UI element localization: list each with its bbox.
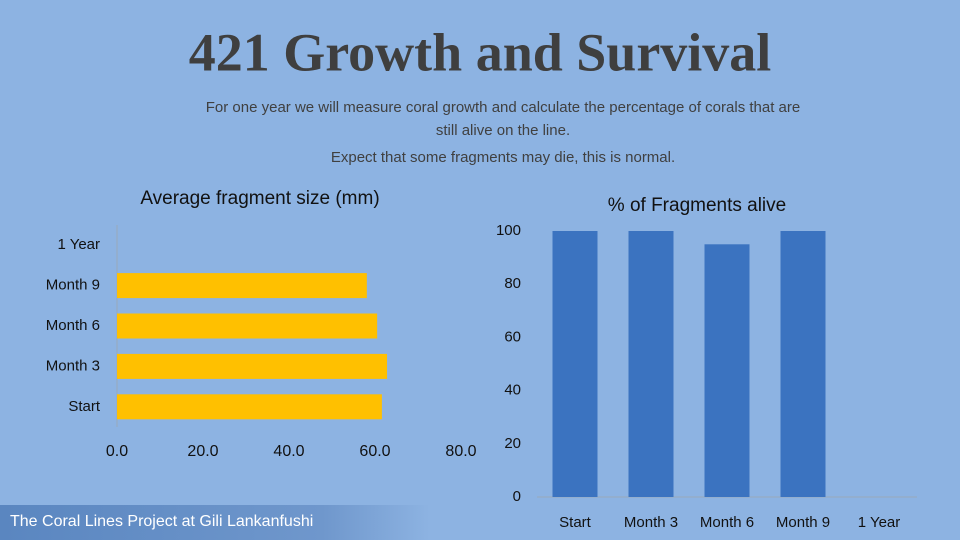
x-tick-label: 20.0 [187, 443, 218, 460]
y-tick-label: 80 [504, 275, 521, 292]
subtitle: Expect that some fragments may die, this… [331, 149, 675, 166]
bar [117, 353, 388, 379]
bar [704, 244, 750, 497]
x-tick-label: 0.0 [106, 443, 128, 460]
bar [628, 231, 674, 497]
x-tick-label: Start [559, 514, 592, 531]
y-tick-label: 0 [513, 488, 521, 505]
y-tick-label: 20 [504, 435, 521, 452]
bar [117, 394, 382, 420]
subtitle: For one year we will measure coral growt… [206, 99, 800, 116]
x-tick-label: Month 9 [776, 514, 830, 531]
y-tick-label: 60 [504, 328, 521, 345]
subtitle: still alive on the line. [436, 122, 570, 139]
y-tick-label: 100 [496, 222, 521, 239]
bar [117, 273, 367, 299]
footer: The Coral Lines Project at Gili Lankanfu… [10, 513, 313, 530]
bar [780, 231, 826, 497]
slide-title: 421 Growth and Survival [189, 22, 772, 82]
bar [117, 313, 378, 339]
y-tick-label: Start [68, 398, 101, 415]
y-tick-label: 40 [504, 382, 521, 399]
x-tick-label: 40.0 [273, 443, 304, 460]
x-tick-label: Month 3 [624, 514, 678, 531]
y-tick-label: 1 Year [57, 236, 100, 253]
x-tick-label: 60.0 [359, 443, 390, 460]
y-tick-label: Month 6 [46, 317, 100, 334]
y-tick-label: Month 9 [46, 277, 100, 294]
chart-title: Average fragment size (mm) [140, 188, 379, 209]
bar [552, 231, 598, 497]
x-tick-label: 1 Year [858, 514, 901, 531]
y-tick-label: Month 3 [46, 357, 100, 374]
footer-bar [0, 505, 430, 540]
x-tick-label: Month 6 [700, 514, 754, 531]
x-tick-label: 80.0 [445, 443, 476, 460]
chart-title: % of Fragments alive [608, 195, 786, 216]
